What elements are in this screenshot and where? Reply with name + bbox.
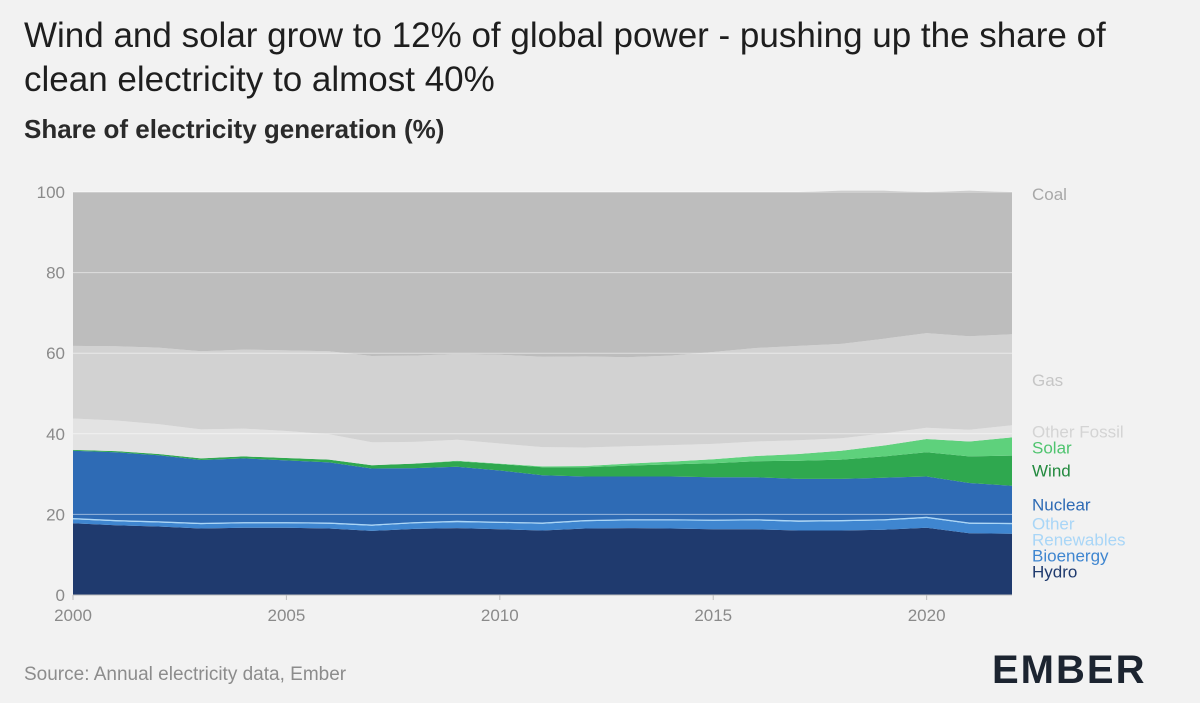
chart-title: Wind and solar grow to 12% of global pow…: [24, 16, 1106, 99]
area-other-renewables: [73, 516, 1012, 526]
stacked-area-chart: 0 20 40 60 80 100 2000 2005 2010 2015 2020 Coal Ga…: [37, 183, 1126, 625]
end-label-gas: Gas: [1032, 371, 1063, 390]
end-label-coal: Coal: [1032, 185, 1067, 204]
end-label-bioenergy: Bioenergy: [1032, 546, 1109, 565]
y-tick-label: 80: [46, 264, 65, 283]
y-tick-label: 60: [46, 344, 65, 363]
end-label-nuclear: Nuclear: [1032, 495, 1091, 514]
chart-subtitle: Share of electricity generation (%): [24, 114, 445, 144]
area-hydro: [73, 523, 1012, 595]
end-label-other-fossil: Other Fossil: [1032, 422, 1124, 441]
end-label-hydro: Hydro: [1032, 562, 1077, 581]
y-axis: 0 20 40 60 80 100: [37, 183, 1012, 605]
area-solar: [73, 437, 1012, 468]
area-layers: [73, 190, 1012, 595]
x-axis: 2000 2005 2010 2015 2020: [54, 595, 946, 625]
y-tick-label: 40: [46, 425, 65, 444]
y-tick-label: 20: [46, 505, 65, 524]
y-tick-label: 100: [37, 183, 65, 202]
area-wind: [73, 449, 1012, 486]
x-tick-label: 2020: [908, 606, 946, 625]
area-nuclear: [73, 450, 1012, 525]
x-tick-label: 2015: [694, 606, 732, 625]
area-gas: [73, 333, 1012, 448]
x-tick-label: 2010: [481, 606, 519, 625]
x-tick-label: 2000: [54, 606, 92, 625]
end-label-renewables: Renewables: [1032, 530, 1126, 549]
ember-logo: EMBER: [992, 648, 1147, 692]
source-note: Source: Annual electricity data, Ember: [24, 664, 347, 685]
area-coal: [73, 190, 1012, 358]
area-bioenergy: [73, 518, 1012, 534]
x-tick-label: 2005: [267, 606, 305, 625]
y-tick-label: 0: [56, 586, 65, 605]
area-other-fossil: [73, 418, 1012, 467]
end-label-solar: Solar: [1032, 438, 1072, 457]
end-label-other: Other: [1032, 514, 1075, 533]
end-label-wind: Wind: [1032, 462, 1071, 481]
